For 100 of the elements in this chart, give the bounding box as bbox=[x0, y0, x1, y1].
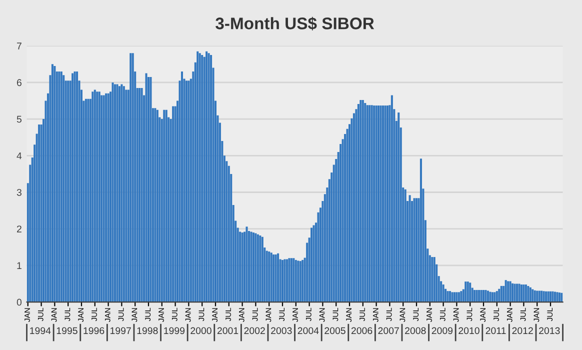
bar bbox=[138, 88, 141, 302]
bar bbox=[491, 292, 494, 302]
bar bbox=[252, 232, 254, 302]
bar bbox=[547, 291, 550, 302]
text: 2001 bbox=[217, 327, 238, 334]
bar bbox=[62, 75, 65, 302]
bar bbox=[478, 290, 480, 302]
bar bbox=[196, 51, 199, 302]
bar bbox=[512, 283, 514, 302]
bar bbox=[206, 51, 208, 302]
bar bbox=[312, 225, 315, 302]
bar bbox=[256, 234, 259, 302]
text: 2010 bbox=[458, 327, 480, 334]
bar bbox=[384, 106, 386, 302]
y-tick-label: 4 bbox=[16, 152, 22, 160]
bar bbox=[254, 233, 257, 302]
bar bbox=[266, 250, 268, 302]
y-tick-label: 5 bbox=[16, 116, 22, 123]
bar bbox=[378, 106, 380, 302]
bar bbox=[550, 291, 552, 302]
bar bbox=[290, 258, 292, 302]
text: 1999 bbox=[164, 327, 185, 334]
bar bbox=[84, 98, 87, 302]
bar bbox=[484, 290, 487, 302]
bar bbox=[364, 102, 366, 302]
y-tick-label: 7 bbox=[17, 42, 22, 50]
bar bbox=[67, 80, 70, 302]
bar bbox=[188, 80, 190, 302]
text: 2012 bbox=[512, 327, 533, 334]
text: 2000 bbox=[190, 327, 212, 334]
bar bbox=[172, 106, 174, 302]
bar bbox=[453, 292, 456, 302]
bar bbox=[294, 260, 297, 302]
bar bbox=[122, 86, 125, 302]
bar bbox=[408, 195, 411, 302]
bar bbox=[98, 92, 100, 302]
bar bbox=[540, 290, 543, 302]
bar bbox=[72, 73, 74, 302]
bar bbox=[76, 71, 78, 302]
bar bbox=[518, 284, 520, 302]
bar bbox=[130, 53, 132, 302]
bar bbox=[498, 288, 500, 302]
bar bbox=[286, 259, 288, 302]
bar bbox=[474, 290, 476, 302]
bar bbox=[147, 76, 150, 302]
bar bbox=[556, 292, 558, 302]
bar bbox=[476, 290, 478, 302]
bar bbox=[54, 66, 56, 302]
bar bbox=[370, 105, 373, 302]
bar bbox=[362, 100, 364, 302]
bar bbox=[107, 93, 110, 302]
text: 2013 bbox=[539, 327, 560, 334]
text: 2006 bbox=[351, 327, 372, 334]
bar bbox=[532, 289, 534, 302]
bar bbox=[210, 55, 212, 302]
bar bbox=[451, 292, 454, 302]
bar bbox=[208, 53, 210, 302]
y-tick-label: 2 bbox=[16, 226, 22, 232]
bar bbox=[180, 71, 183, 302]
bar bbox=[534, 290, 536, 302]
bar bbox=[529, 287, 532, 302]
bar bbox=[390, 95, 393, 302]
bar bbox=[520, 284, 522, 302]
bar bbox=[469, 282, 472, 302]
bar bbox=[163, 110, 166, 302]
bar bbox=[116, 84, 118, 302]
bar bbox=[433, 257, 436, 302]
bar bbox=[201, 55, 204, 302]
chart-title: 3-Month US$ SIBOR bbox=[216, 16, 374, 30]
bar bbox=[96, 92, 98, 302]
bar bbox=[482, 290, 485, 302]
bar bbox=[277, 253, 280, 302]
bar bbox=[38, 124, 40, 302]
bar bbox=[366, 105, 368, 302]
bar bbox=[460, 291, 462, 302]
bar bbox=[560, 292, 563, 302]
bar bbox=[274, 254, 277, 302]
bar bbox=[100, 95, 103, 302]
bar bbox=[58, 71, 60, 302]
bar bbox=[524, 284, 527, 302]
bar bbox=[496, 291, 498, 302]
bar bbox=[284, 259, 286, 302]
bar bbox=[442, 284, 444, 302]
bar bbox=[466, 282, 469, 302]
bar bbox=[268, 252, 270, 302]
bar bbox=[449, 291, 452, 302]
bar bbox=[458, 292, 460, 302]
text: 2003 bbox=[271, 327, 292, 334]
bar bbox=[261, 236, 264, 302]
bar bbox=[386, 106, 388, 302]
bar bbox=[302, 260, 304, 302]
bar bbox=[60, 71, 62, 302]
bar bbox=[352, 113, 355, 302]
bar bbox=[456, 292, 458, 302]
bar bbox=[538, 290, 540, 302]
bar bbox=[542, 291, 545, 302]
bar bbox=[516, 284, 518, 302]
bar bbox=[494, 292, 496, 302]
bar bbox=[413, 198, 416, 302]
text: 2009 bbox=[432, 327, 453, 334]
